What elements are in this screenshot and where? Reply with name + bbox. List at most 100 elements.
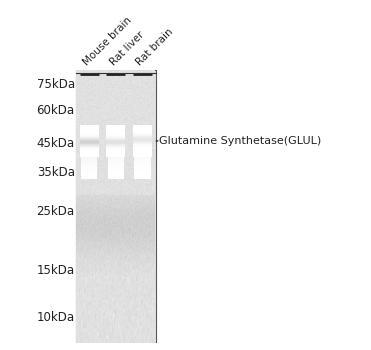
Bar xyxy=(108,167,124,168)
Bar xyxy=(81,171,98,172)
Bar xyxy=(80,129,99,130)
Bar xyxy=(106,132,125,133)
Bar xyxy=(106,147,125,148)
Bar xyxy=(108,164,124,165)
Bar xyxy=(80,132,99,133)
Bar xyxy=(108,153,124,154)
Bar xyxy=(76,70,156,343)
Bar xyxy=(80,131,99,132)
Bar xyxy=(81,168,98,169)
Bar xyxy=(108,161,124,162)
Bar xyxy=(81,163,98,164)
Bar xyxy=(134,153,151,154)
Bar xyxy=(133,129,152,130)
Bar xyxy=(108,155,124,156)
Bar xyxy=(108,172,124,173)
Bar xyxy=(133,135,152,136)
Text: 10kDa: 10kDa xyxy=(37,311,75,324)
Bar xyxy=(133,156,152,157)
Bar xyxy=(81,176,98,177)
Bar xyxy=(81,174,98,175)
Bar xyxy=(80,126,99,127)
Bar xyxy=(81,152,98,153)
Bar xyxy=(81,154,98,155)
Bar xyxy=(106,126,125,127)
Bar xyxy=(108,173,124,174)
Bar xyxy=(81,157,98,158)
Bar xyxy=(106,140,125,141)
Bar xyxy=(133,128,152,129)
Bar xyxy=(81,159,98,160)
Bar xyxy=(80,146,99,147)
Bar xyxy=(81,158,98,159)
Bar xyxy=(108,176,124,177)
Bar xyxy=(81,173,98,174)
Bar xyxy=(134,165,151,166)
Bar xyxy=(81,161,98,162)
Bar xyxy=(108,160,124,161)
Bar xyxy=(108,156,124,157)
Bar xyxy=(134,166,151,167)
Bar xyxy=(80,149,99,150)
Text: Rat brain: Rat brain xyxy=(135,27,175,68)
Bar xyxy=(80,154,99,155)
Bar xyxy=(134,173,151,174)
Bar xyxy=(133,145,152,146)
Bar xyxy=(106,128,125,129)
Bar xyxy=(134,170,151,171)
Bar xyxy=(106,153,125,154)
Bar xyxy=(133,144,152,145)
Bar xyxy=(81,167,98,168)
Bar xyxy=(81,169,98,170)
Bar xyxy=(81,178,98,179)
Bar xyxy=(106,146,125,147)
Bar xyxy=(81,166,98,167)
Bar xyxy=(106,127,125,128)
Bar xyxy=(80,155,99,156)
Bar xyxy=(80,128,99,129)
Bar xyxy=(108,166,124,167)
Bar xyxy=(133,132,152,133)
Bar xyxy=(133,137,152,138)
Bar xyxy=(80,125,99,126)
Text: Glutamine Synthetase(GLUL): Glutamine Synthetase(GLUL) xyxy=(159,136,321,146)
Bar xyxy=(133,136,152,137)
Bar xyxy=(81,177,98,178)
Bar xyxy=(133,126,152,127)
Bar xyxy=(134,176,151,177)
Bar xyxy=(133,149,152,150)
Bar xyxy=(106,155,125,156)
Bar xyxy=(80,144,99,145)
Bar xyxy=(81,165,98,166)
Bar xyxy=(106,130,125,131)
Bar xyxy=(80,142,99,143)
Bar xyxy=(133,148,152,149)
Bar xyxy=(80,150,99,151)
Bar xyxy=(80,151,99,152)
Bar xyxy=(108,171,124,172)
Bar xyxy=(108,162,124,163)
Bar xyxy=(106,145,125,146)
Bar xyxy=(133,151,152,152)
Bar xyxy=(81,172,98,173)
Bar xyxy=(133,142,152,143)
Bar xyxy=(134,162,151,163)
Bar xyxy=(133,130,152,131)
Bar xyxy=(80,138,99,139)
Text: 45kDa: 45kDa xyxy=(37,137,75,150)
Bar xyxy=(106,137,125,138)
Bar xyxy=(134,177,151,178)
Bar xyxy=(133,131,152,132)
Bar xyxy=(133,134,152,135)
Bar xyxy=(108,157,124,158)
Bar xyxy=(81,160,98,161)
Bar xyxy=(108,168,124,169)
Bar xyxy=(80,145,99,146)
Bar xyxy=(108,169,124,170)
Bar xyxy=(108,178,124,179)
Bar xyxy=(81,170,98,171)
Text: 15kDa: 15kDa xyxy=(37,264,75,277)
Text: 60kDa: 60kDa xyxy=(37,104,75,117)
Bar xyxy=(108,152,124,153)
Bar xyxy=(133,150,152,151)
